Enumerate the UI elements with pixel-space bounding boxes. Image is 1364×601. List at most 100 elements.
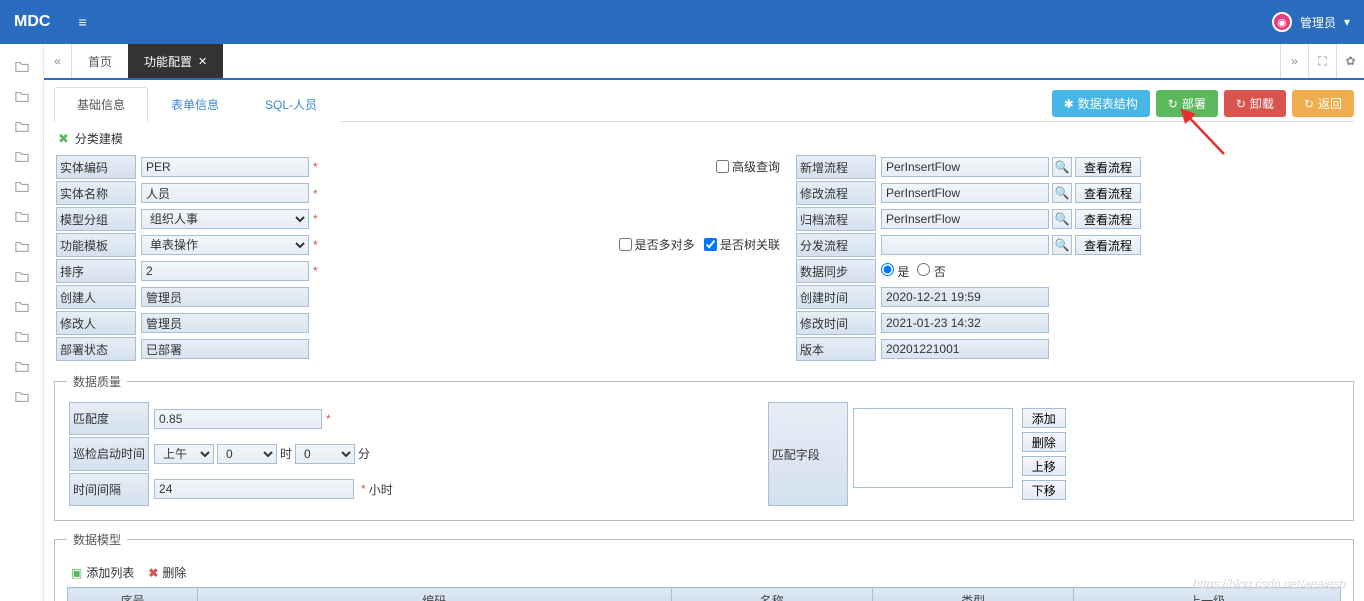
- select-func-tpl[interactable]: 单表操作: [141, 235, 309, 255]
- legend-dm: 数据模型: [67, 531, 127, 548]
- tab-next-icon[interactable]: »: [1280, 44, 1308, 78]
- btn-uninstall[interactable]: ↻卸载: [1224, 90, 1286, 117]
- btn-deploy[interactable]: ↻部署: [1156, 90, 1218, 117]
- subtab-basic[interactable]: 基础信息: [54, 87, 148, 122]
- select-ampm[interactable]: 上午: [154, 444, 214, 464]
- legend-dq: 数据质量: [67, 373, 127, 390]
- btn-back[interactable]: ↻返回: [1292, 90, 1354, 117]
- tabbar: « 首页 功能配置 ✕ » ⛶ ✿: [44, 44, 1364, 80]
- user-menu[interactable]: ◉ 管理员 ▾: [1272, 12, 1350, 32]
- gear-icon[interactable]: ✿: [1336, 44, 1364, 78]
- btn-table-struct[interactable]: ✱数据表结构: [1052, 90, 1150, 117]
- input-creator: [141, 287, 309, 307]
- tool-icon: ✖: [58, 131, 69, 147]
- select-hour[interactable]: 0: [217, 444, 277, 464]
- subtabs: 基础信息 表单信息 SQL-人员: [54, 86, 340, 121]
- sidebar-folder-icon[interactable]: [0, 322, 43, 352]
- label-model-group: 模型分组: [56, 207, 136, 231]
- label-creator: 创建人: [56, 285, 136, 309]
- section-title: ✖ 分类建模: [54, 122, 1354, 153]
- tab-func-config[interactable]: 功能配置 ✕: [128, 44, 223, 78]
- sidebar-folder-icon[interactable]: [0, 352, 43, 382]
- tab-prev-icon[interactable]: «: [44, 44, 72, 78]
- col-code: 编码: [198, 588, 672, 601]
- chk-tree-rel[interactable]: 是否树关联: [704, 236, 780, 253]
- sidebar-folder-icon[interactable]: [0, 82, 43, 112]
- subtab-sql[interactable]: SQL-人员: [242, 87, 340, 122]
- input-deploy-status: [141, 339, 309, 359]
- brand: MDC: [14, 13, 50, 31]
- input-dist-flow[interactable]: [881, 235, 1049, 255]
- col-parent: 上一级: [1074, 588, 1341, 601]
- input-interval[interactable]: [154, 479, 354, 499]
- sidebar-folder-icon[interactable]: [0, 232, 43, 262]
- btn-field-del[interactable]: 删除: [1022, 432, 1066, 452]
- btn-view-flow[interactable]: 查看流程: [1075, 235, 1141, 255]
- btn-del-list[interactable]: ✖删除: [148, 564, 186, 581]
- listbox-match-field[interactable]: [853, 408, 1013, 488]
- topbar: MDC ≡ ◉ 管理员 ▾: [0, 0, 1364, 44]
- search-flow-icon[interactable]: 🔍: [1052, 157, 1072, 177]
- btn-add-list[interactable]: ▣添加列表: [71, 564, 134, 581]
- input-new-flow[interactable]: [881, 157, 1049, 177]
- form-grid: 实体编码 * 高级查询 新增流程 🔍查看流程 实体名称 * 修改流程 🔍查看流程…: [54, 153, 1354, 363]
- search-flow-icon[interactable]: 🔍: [1052, 183, 1072, 203]
- btn-field-down[interactable]: 下移: [1022, 480, 1066, 500]
- btn-field-add[interactable]: 添加: [1022, 408, 1066, 428]
- col-type: 类型: [872, 588, 1073, 601]
- input-upd-flow[interactable]: [881, 183, 1049, 203]
- col-name: 名称: [671, 588, 872, 601]
- chk-many2many[interactable]: 是否多对多: [619, 236, 695, 253]
- sidebar-folder-icon[interactable]: [0, 142, 43, 172]
- sidebar: [0, 44, 44, 601]
- caret-down-icon: ▾: [1344, 15, 1350, 29]
- sidebar-folder-icon[interactable]: [0, 262, 43, 292]
- chk-adv-query[interactable]: 高级查询: [716, 158, 780, 175]
- label-func-tpl: 功能模板: [56, 233, 136, 257]
- label-modifier: 修改人: [56, 311, 136, 335]
- select-min[interactable]: 0: [295, 444, 355, 464]
- fieldset-data-model: 数据模型 ▣添加列表 ✖删除 序号 编码 名称 类型 上一级: [54, 531, 1354, 601]
- sidebar-folder-icon[interactable]: [0, 172, 43, 202]
- input-sort[interactable]: [141, 261, 309, 281]
- btn-view-flow[interactable]: 查看流程: [1075, 183, 1141, 203]
- col-idx: 序号: [68, 588, 198, 601]
- label-patrol: 巡检启动时间: [69, 437, 149, 470]
- data-model-table: 序号 编码 名称 类型 上一级 1 PERSONNEL 人员 列表: [67, 587, 1341, 601]
- sidebar-folder-icon[interactable]: [0, 202, 43, 232]
- label-data-sync: 数据同步: [796, 259, 876, 283]
- sidebar-folder-icon[interactable]: [0, 112, 43, 142]
- subtab-form[interactable]: 表单信息: [148, 87, 242, 122]
- menu-toggle-icon[interactable]: ≡: [78, 14, 86, 30]
- input-modify-time: [881, 313, 1049, 333]
- input-version: [881, 339, 1049, 359]
- btn-field-up[interactable]: 上移: [1022, 456, 1066, 476]
- add-icon: ▣: [71, 566, 82, 580]
- sidebar-folder-icon[interactable]: [0, 382, 43, 412]
- input-arch-flow[interactable]: [881, 209, 1049, 229]
- label-entity-code: 实体编码: [56, 155, 136, 179]
- fullscreen-icon[interactable]: ⛶: [1308, 44, 1336, 78]
- input-entity-code[interactable]: [141, 157, 309, 177]
- tab-home[interactable]: 首页: [72, 44, 128, 78]
- search-flow-icon[interactable]: 🔍: [1052, 235, 1072, 255]
- sidebar-folder-icon[interactable]: [0, 292, 43, 322]
- radio-sync-yes[interactable]: 是: [881, 263, 909, 280]
- delete-icon: ✖: [148, 566, 158, 580]
- label-arch-flow: 归档流程: [796, 207, 876, 231]
- input-match[interactable]: [154, 409, 322, 429]
- label-match: 匹配度: [69, 402, 149, 435]
- label-modify-time: 修改时间: [796, 311, 876, 335]
- input-entity-name[interactable]: [141, 183, 309, 203]
- label-new-flow: 新增流程: [796, 155, 876, 179]
- close-icon[interactable]: ✕: [198, 55, 207, 68]
- label-dist-flow: 分发流程: [796, 233, 876, 257]
- select-model-group[interactable]: 组织人事: [141, 209, 309, 229]
- btn-view-flow[interactable]: 查看流程: [1075, 209, 1141, 229]
- btn-view-flow[interactable]: 查看流程: [1075, 157, 1141, 177]
- radio-sync-no[interactable]: 否: [917, 263, 945, 280]
- search-flow-icon[interactable]: 🔍: [1052, 209, 1072, 229]
- username: 管理员: [1300, 14, 1336, 31]
- sidebar-folder-icon[interactable]: [0, 52, 43, 82]
- label-version: 版本: [796, 337, 876, 361]
